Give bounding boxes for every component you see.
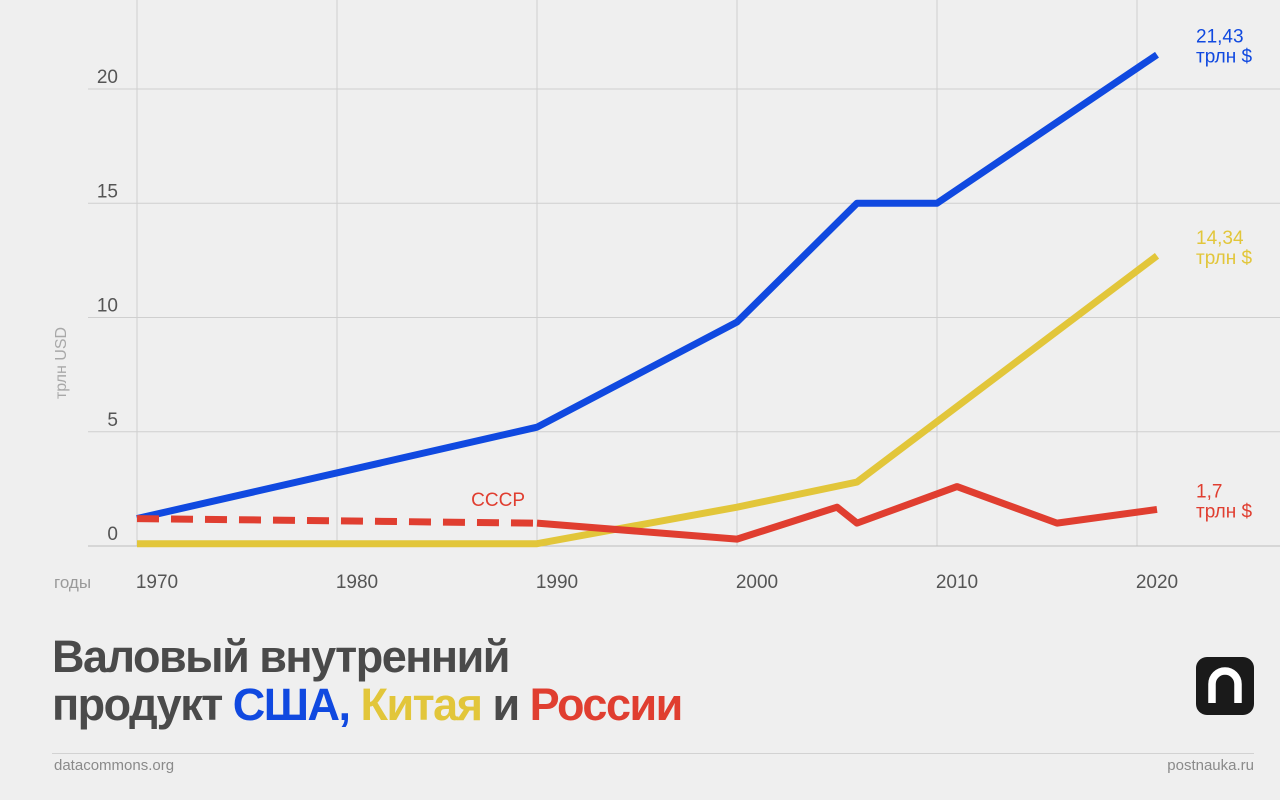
series-line-china [137,253,1160,548]
title-line-1: Валовый внутренний [52,631,510,682]
end-label-unit-russia: трлн $ [1196,501,1252,522]
chart-labels: 0 5 10 15 20 1970 1980 1990 2000 2010 2020 годы трлн… [53,27,1252,593]
x-tick-label: 1980 [336,572,378,593]
y-tick-label: 15 [97,181,118,202]
title-russia: России [529,679,684,730]
title-prefix: продукт [52,679,233,730]
end-label-value-usa: 21,43 [1196,27,1244,48]
series-line-russia [536,483,1158,543]
x-tick-label: 1970 [136,572,178,593]
title-line-2: продукт США, Китая и России [52,679,684,730]
title-connector: и [481,679,530,730]
y-tick-label: 20 [97,67,118,88]
end-label-value-russia: 1,7 [1196,481,1222,502]
postnauka-logo-icon [1196,657,1254,715]
x-tick-label: 1990 [536,572,578,593]
chart-grid [88,0,1280,547]
end-label-unit-usa: трлн $ [1196,47,1252,68]
y-axis-label: трлн USD [53,327,70,399]
x-tick-label: 2000 [736,572,778,593]
end-label-value-china: 14,34 [1196,228,1244,249]
y-tick-label: 10 [97,296,118,317]
title-china: Китая [360,679,483,730]
series-label-ussr: СССР [471,490,525,511]
chart: 0 5 10 15 20 1970 1980 1990 2000 2010 2020 годы трлн… [53,0,1280,593]
source-link[interactable]: datacommons.org [54,757,175,774]
end-label-unit-china: трлн $ [1196,248,1252,269]
x-tick-label: 2020 [1136,572,1178,593]
x-tick-label: 2010 [936,572,978,593]
title-usa: США, [232,679,351,730]
footer-divider [52,753,1254,754]
series-line-usa [136,51,1159,522]
x-axis-label: годы [54,573,91,592]
y-tick-label: 0 [107,524,118,545]
chart-title: Валовый внутренний продукт США, Китая и … [52,631,684,730]
site-link[interactable]: postnauka.ru [1167,757,1254,774]
y-tick-label: 5 [107,410,118,431]
chart-series [136,51,1160,548]
